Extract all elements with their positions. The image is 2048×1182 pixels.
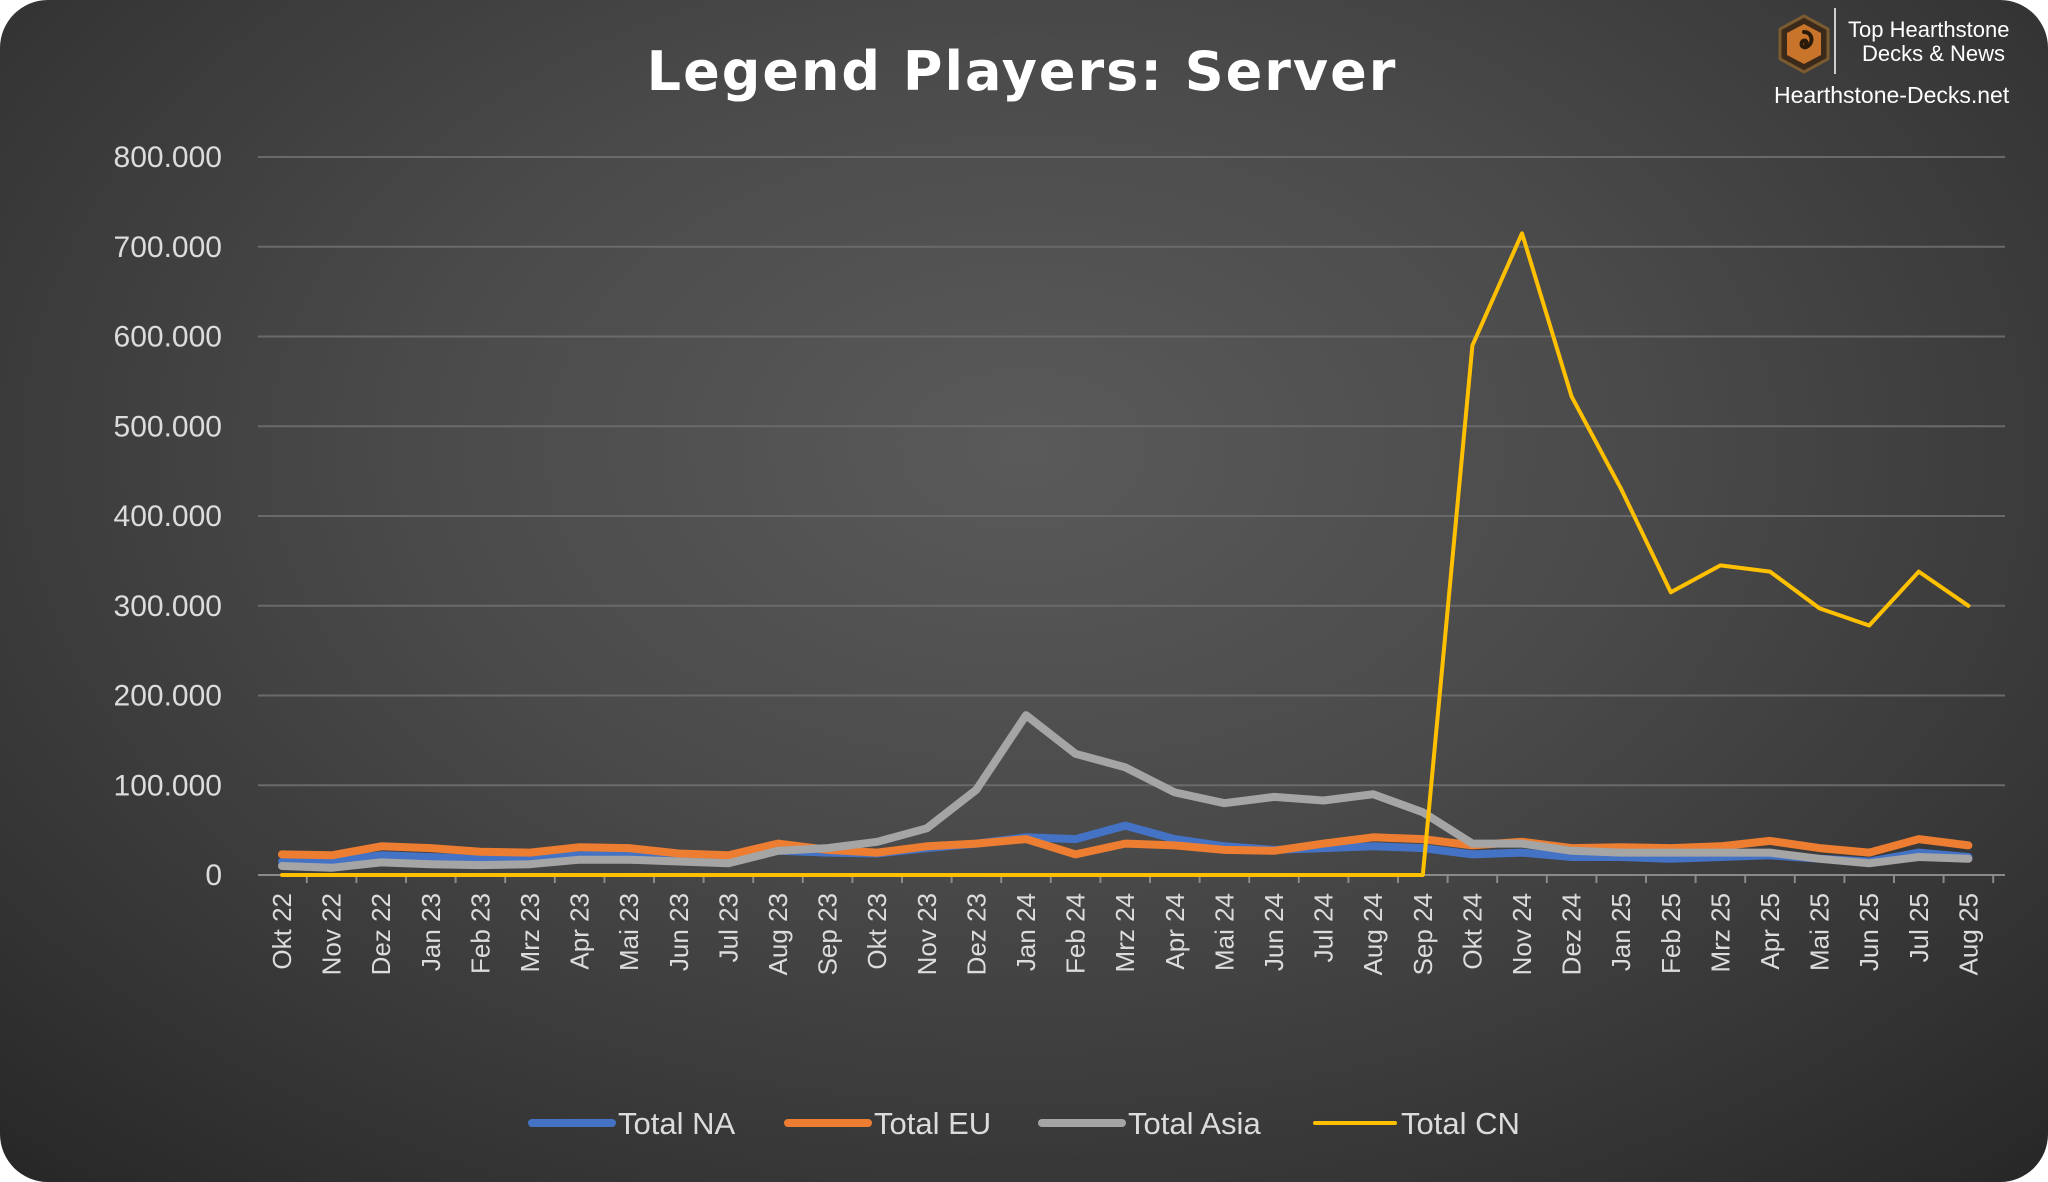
x-tick-label: Okt 22	[267, 893, 297, 970]
brand-url: Hearthstone-Decks.net	[1774, 82, 2010, 108]
x-tick-label: Feb 25	[1656, 893, 1686, 974]
series-lines	[278, 231, 1973, 877]
x-tick-label: Okt 24	[1457, 893, 1487, 970]
y-tick-label: 100.000	[114, 769, 222, 802]
x-tick-label: Feb 24	[1061, 893, 1091, 974]
x-axis-ticks: Okt 22 Nov 22 Dez 22 Jan 23 Feb 23 Mrz 23 Apr …	[267, 875, 1995, 975]
x-tick-label: Mai 24	[1209, 893, 1239, 971]
legend-label: Total CN	[1401, 1106, 1520, 1141]
y-tick-label: 200.000	[114, 680, 222, 713]
x-tick-label: Dez 22	[366, 893, 396, 975]
x-tick-label: Sep 23	[813, 893, 843, 975]
x-tick-label: Jul 23	[713, 893, 743, 962]
x-tick-label: Mai 25	[1805, 893, 1835, 971]
hearthstone-logo-icon	[1778, 14, 1830, 74]
x-tick-label: Mrz 25	[1705, 893, 1735, 972]
x-tick-label: Apr 25	[1755, 893, 1785, 970]
series-line-total-asia	[278, 711, 1973, 872]
y-tick-label: 0	[205, 859, 222, 892]
x-tick-label: Nov 23	[912, 893, 942, 975]
chart-title: Legend Players: Server	[647, 40, 1398, 103]
y-tick-label: 500.000	[114, 410, 222, 443]
x-tick-label: Jun 25	[1854, 893, 1884, 971]
x-tick-label: Feb 23	[465, 893, 495, 974]
x-tick-label: Dez 23	[961, 893, 991, 975]
x-tick-label: Jan 23	[416, 893, 446, 971]
series-line-total-na	[278, 821, 1973, 866]
brand-block: Top Hearthstone Decks & News Hearthstone…	[1770, 6, 2042, 116]
x-tick-label: Jan 25	[1606, 893, 1636, 971]
x-tick-label: Nov 22	[317, 893, 347, 975]
x-tick-label: Aug 23	[763, 893, 793, 975]
legend-label: Total NA	[618, 1106, 735, 1141]
x-tick-label: Jul 25	[1904, 893, 1934, 962]
y-tick-label: 300.000	[114, 590, 222, 623]
x-tick-label: Aug 24	[1358, 893, 1388, 975]
x-tick-label: Jun 24	[1259, 893, 1289, 971]
x-tick-label: Jun 23	[664, 893, 694, 971]
y-tick-label: 800.000	[114, 141, 222, 174]
x-tick-label: Apr 24	[1160, 893, 1190, 970]
x-tick-label: Jan 24	[1011, 893, 1041, 971]
x-tick-label: Okt 23	[862, 893, 892, 970]
y-axis-ticks: 0 100.000 200.000 300.000 400.000 500.000 600.…	[114, 141, 222, 892]
y-tick-label: 400.000	[114, 500, 222, 533]
x-tick-label: Nov 24	[1507, 893, 1537, 975]
brand-divider	[1834, 8, 1836, 74]
y-tick-label: 700.000	[114, 231, 222, 264]
x-tick-label: Mrz 24	[1110, 893, 1140, 972]
x-tick-label: Apr 23	[565, 893, 595, 970]
series-line-total-cn	[280, 231, 1971, 877]
legend-label: Total EU	[874, 1106, 991, 1141]
x-tick-label: Dez 24	[1557, 893, 1587, 975]
brand-title-line1: Top Hearthstone	[1848, 17, 2010, 42]
brand-title-line2: Decks & News	[1862, 41, 2006, 66]
x-tick-label: Aug 25	[1953, 893, 1983, 975]
x-tick-label: Jul 24	[1309, 893, 1339, 962]
x-tick-label: Sep 24	[1408, 893, 1438, 975]
y-tick-label: 600.000	[114, 321, 222, 354]
x-tick-label: Mrz 23	[515, 893, 545, 972]
series-line-total-eu	[278, 833, 1973, 860]
legend-label: Total Asia	[1128, 1106, 1261, 1141]
x-tick-label: Mai 23	[614, 893, 644, 971]
legend: Total NA Total EU Total Asia Total CN	[528, 1106, 1520, 1141]
